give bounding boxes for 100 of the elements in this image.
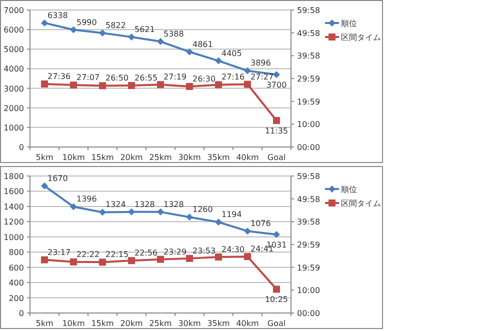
data-label: 1076 <box>250 219 271 228</box>
point <box>157 38 164 46</box>
data-label: 10:25 <box>264 295 288 304</box>
point <box>157 81 164 88</box>
point <box>99 82 106 90</box>
y2-tick-label: 10:00 <box>297 286 320 296</box>
data-label: 5621 <box>134 24 155 34</box>
y-tick-label: 0 <box>18 309 24 318</box>
data-label: 4861 <box>192 40 213 49</box>
data-label: 22:15 <box>106 250 129 260</box>
y-tick-label: 5000 <box>4 45 24 54</box>
x-tick-label: 35km <box>207 153 230 162</box>
data-label: 26:50 <box>106 74 129 83</box>
data-label: 24:30 <box>222 245 245 254</box>
point <box>215 218 222 226</box>
x-tick-label: 35km <box>207 319 230 328</box>
point <box>157 256 164 263</box>
legend-label: 順位 <box>341 19 357 28</box>
data-label: 3700 <box>266 80 287 90</box>
data-label: 22:22 <box>76 250 100 259</box>
y-tick-label: 1000 <box>4 232 24 242</box>
x-tick-label: 10km <box>62 319 86 328</box>
x-tick-label: 10km <box>62 153 86 162</box>
y-tick-label: 800 <box>8 248 24 258</box>
point <box>273 117 280 124</box>
point <box>186 214 193 221</box>
point <box>128 82 135 90</box>
point <box>41 256 48 264</box>
point <box>186 82 193 90</box>
data-label: 26:55 <box>134 74 158 83</box>
data-label: 27:27 <box>250 72 274 82</box>
point <box>99 208 106 216</box>
y2-tick-label: 00:00 <box>297 309 320 318</box>
y2-tick-label: 49:58 <box>297 194 320 204</box>
y-tick-label: 6000 <box>4 26 24 35</box>
point <box>186 48 193 56</box>
data-label: 5388 <box>164 30 184 39</box>
data-label: 3896 <box>250 58 271 68</box>
data-label: 5990 <box>76 18 97 27</box>
point <box>70 26 77 34</box>
point <box>41 19 48 26</box>
x-tick-label: 5km <box>36 319 54 328</box>
data-label: 1328 <box>134 200 155 209</box>
point <box>70 203 77 210</box>
x-tick-label: Goal <box>267 153 286 162</box>
point <box>128 257 135 264</box>
data-label: 4405 <box>222 48 242 58</box>
x-tick-label: 40km <box>236 319 260 328</box>
x-tick-label: 25km <box>149 153 172 162</box>
y-tick-label: 3000 <box>4 84 24 94</box>
point <box>273 231 280 238</box>
data-label: 1194 <box>222 210 242 220</box>
data-label: 27:07 <box>76 73 100 82</box>
y-tick-label: 200 <box>8 294 24 303</box>
point <box>273 71 280 78</box>
legend-label: 順位 <box>341 185 357 194</box>
data-label: 27:16 <box>222 72 245 82</box>
x-tick-label: 20km <box>120 153 144 162</box>
y2-tick-label: 29:59 <box>297 74 320 84</box>
x-tick-label: 30km <box>178 153 202 162</box>
x-tick-label: 15km <box>91 153 114 162</box>
data-label: 1670 <box>48 174 68 183</box>
point <box>128 208 135 216</box>
y-tick-label: 7000 <box>4 6 24 15</box>
data-label: 27:36 <box>48 72 71 81</box>
x-tick-label: 40km <box>236 153 260 162</box>
data-label: 27:19 <box>164 72 187 82</box>
y-tick-label: 600 <box>8 263 24 272</box>
data-label: 6338 <box>48 10 68 20</box>
y-tick-label: 1600 <box>4 187 24 196</box>
point <box>41 80 48 88</box>
data-label: 5822 <box>106 21 126 30</box>
x-tick-label: 25km <box>149 319 172 328</box>
y2-tick-label: 19:59 <box>297 263 320 272</box>
point <box>244 67 251 74</box>
y2-tick-label: 29:59 <box>297 240 320 250</box>
y2-tick-label: 39:58 <box>297 52 320 61</box>
point <box>186 254 193 262</box>
legend-label: 区間タイム <box>341 33 381 42</box>
point <box>157 208 164 216</box>
point <box>244 228 251 235</box>
data-label: 11:35 <box>264 126 288 136</box>
y-tick-label: 0 <box>18 143 24 152</box>
point <box>70 258 77 266</box>
y-tick-label: 400 <box>8 278 24 288</box>
data-label: 1324 <box>106 200 126 210</box>
point <box>128 33 135 40</box>
data-label: 26:30 <box>192 74 216 84</box>
x-tick-label: Goal <box>267 319 286 328</box>
point <box>99 258 106 266</box>
point <box>244 80 251 88</box>
data-label: 1396 <box>76 194 97 204</box>
point <box>70 82 77 89</box>
y2-tick-label: 59:58 <box>297 172 320 181</box>
y-tick-label: 4000 <box>4 64 24 74</box>
y-tick-label: 1200 <box>4 218 24 227</box>
y-tick-label: 1000 <box>4 123 24 132</box>
point <box>244 253 251 260</box>
point <box>215 57 222 64</box>
point <box>41 182 48 190</box>
